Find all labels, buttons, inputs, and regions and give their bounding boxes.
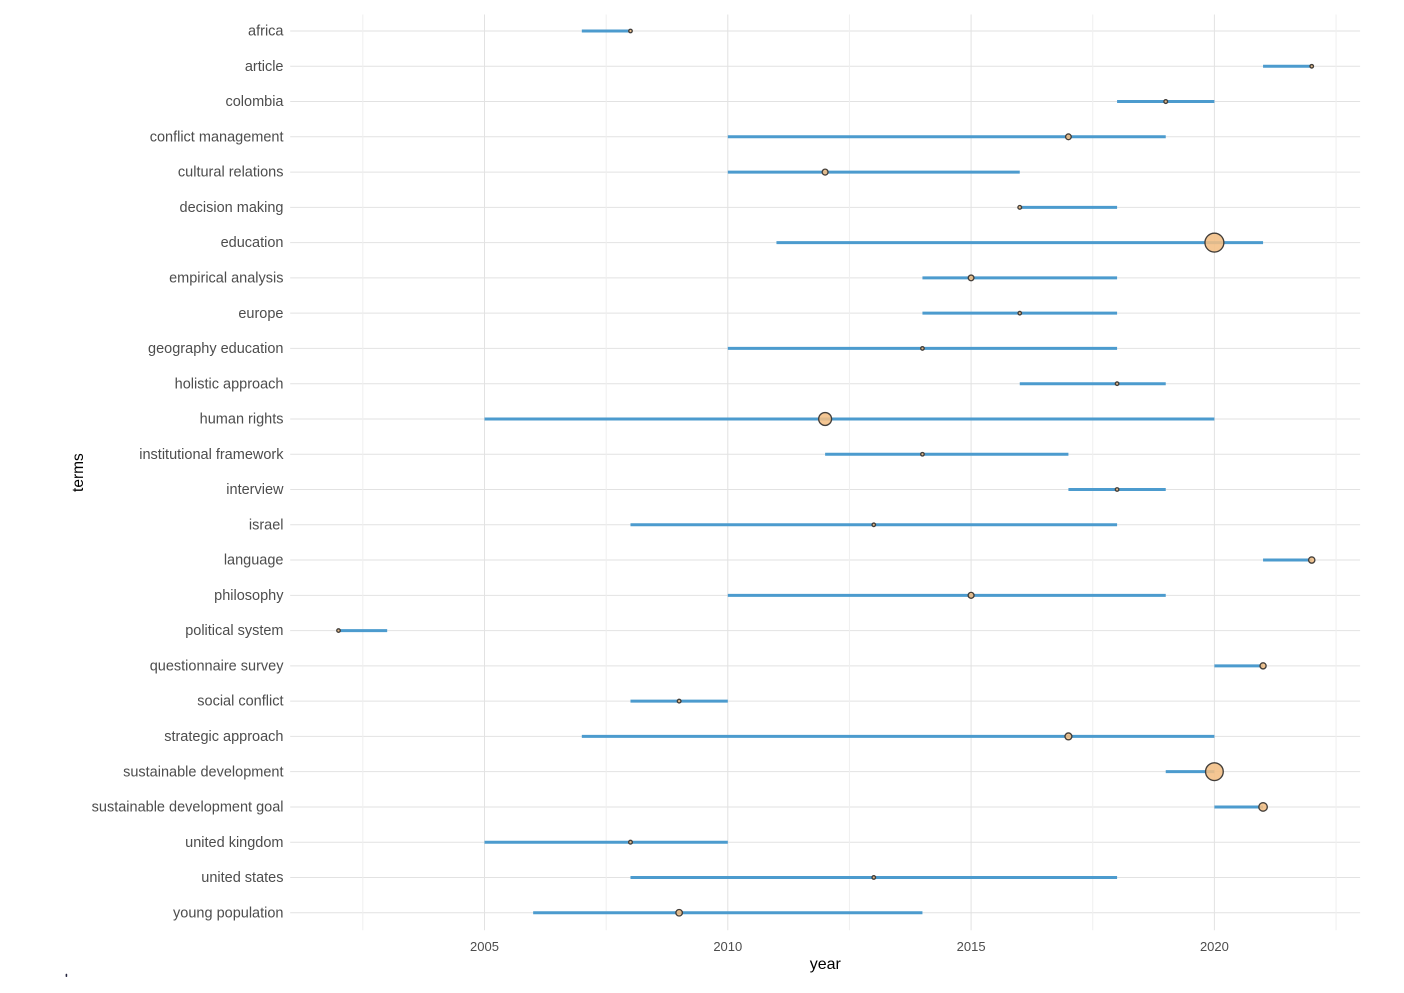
svg-text:empirical analysis: empirical analysis	[169, 270, 283, 286]
svg-text:conflict management: conflict management	[150, 129, 284, 145]
svg-text:young population: young population	[173, 905, 283, 921]
svg-text:interview: interview	[226, 482, 284, 498]
svg-text:cultural relations: cultural relations	[178, 165, 284, 181]
svg-text:europe: europe	[238, 306, 283, 322]
svg-text:united states: united states	[201, 870, 283, 886]
svg-text:2010: 2010	[713, 939, 742, 954]
svg-text:colombia: colombia	[225, 94, 284, 110]
svg-text:2020: 2020	[1200, 939, 1229, 954]
svg-text:united kingdom: united kingdom	[185, 835, 283, 851]
svg-text:sustainable development: sustainable development	[123, 764, 283, 780]
svg-text:2015: 2015	[957, 939, 986, 954]
svg-text:article: article	[245, 59, 284, 75]
svg-text:social conflict: social conflict	[197, 694, 283, 710]
svg-text:language: language	[224, 553, 284, 569]
svg-text:africa: africa	[248, 24, 284, 40]
svg-text:terms: terms	[70, 453, 87, 492]
svg-text:education: education	[221, 235, 284, 251]
svg-text:political system: political system	[185, 623, 283, 639]
svg-text:questionnaire survey: questionnaire survey	[150, 658, 285, 674]
svg-text:decision making: decision making	[180, 200, 284, 216]
svg-text:strategic approach: strategic approach	[164, 729, 283, 745]
svg-text:israel: israel	[249, 517, 284, 533]
svg-text:sustainable development goal: sustainable development goal	[92, 800, 284, 816]
svg-text:2005: 2005	[470, 939, 499, 954]
svg-text:holistic approach: holistic approach	[175, 376, 284, 392]
svg-text:philosophy: philosophy	[214, 588, 284, 604]
svg-text:institutional framework: institutional framework	[139, 447, 284, 463]
svg-text:human rights: human rights	[200, 412, 284, 428]
svg-text:year: year	[810, 956, 842, 973]
svg-text:geography education: geography education	[148, 341, 283, 357]
